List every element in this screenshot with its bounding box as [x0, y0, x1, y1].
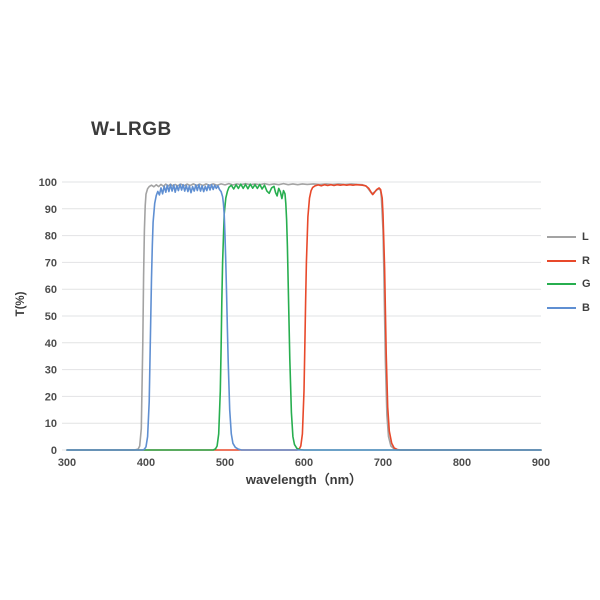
legend-line-B	[547, 306, 576, 309]
legend-label-L: L	[582, 230, 589, 243]
x-tick-label-800: 800	[453, 457, 471, 469]
legend-item-L: L	[547, 225, 591, 249]
legend-label-B: B	[582, 301, 590, 314]
y-tick-label-100: 100	[39, 177, 57, 189]
x-axis-title: wavelength（nm）	[245, 472, 363, 487]
y-tick-label-20: 20	[45, 391, 57, 403]
legend-label-G: G	[582, 278, 591, 291]
y-tick-label-60: 60	[45, 284, 57, 296]
y-tick-label-30: 30	[45, 365, 57, 377]
y-tick-label-0: 0	[51, 445, 57, 457]
series-line-B	[66, 183, 542, 451]
legend-item-G: G	[547, 272, 591, 296]
series-line-G	[66, 183, 542, 451]
y-tick-label-50: 50	[45, 311, 57, 323]
y-tick-label-40: 40	[45, 338, 57, 350]
x-tick-label-300: 300	[58, 457, 76, 469]
y-tick-label-10: 10	[45, 418, 57, 430]
x-tick-label-400: 400	[137, 457, 155, 469]
legend-line-L	[547, 235, 576, 238]
x-tick-label-600: 600	[295, 457, 313, 469]
x-tick-label-500: 500	[216, 457, 234, 469]
legend-line-G	[547, 283, 576, 286]
x-tick-label-700: 700	[374, 457, 392, 469]
y-tick-label-70: 70	[45, 257, 57, 269]
series-line-R	[66, 183, 542, 451]
legend-line-R	[547, 259, 576, 262]
chart-title: W-LRGB	[91, 119, 172, 140]
legend-item-R: R	[547, 249, 591, 273]
legend-label-R: R	[582, 254, 590, 267]
y-tick-label-90: 90	[45, 204, 57, 216]
x-tick-label-900: 900	[532, 457, 550, 469]
legend-item-B: B	[547, 296, 591, 320]
y-tick-label-80: 80	[45, 231, 57, 243]
